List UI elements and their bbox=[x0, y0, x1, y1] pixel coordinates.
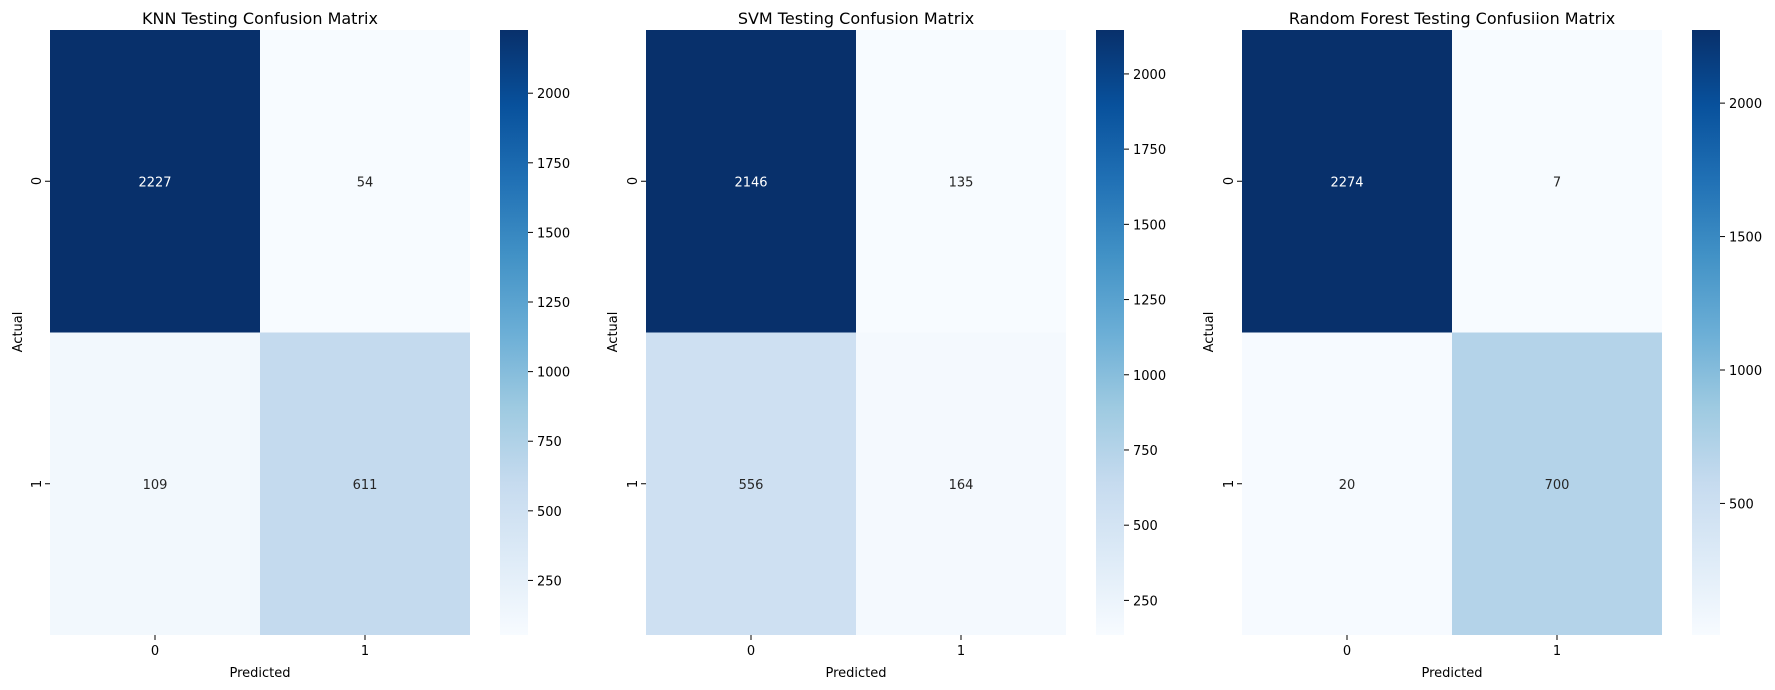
heatmap-panel-random-forest: Random Forest Testing Confusiion Matrix … bbox=[1202, 9, 1762, 681]
x-tick-label: 0 bbox=[151, 644, 159, 659]
heatmap-cell bbox=[50, 332, 260, 635]
x-tick-label: 1 bbox=[957, 644, 965, 659]
cell-value-label: 2146 bbox=[734, 175, 767, 190]
colorbar-tick-label: 2000 bbox=[1133, 68, 1166, 83]
heatmap-cell bbox=[1242, 30, 1452, 333]
heatmap-cell bbox=[856, 332, 1066, 635]
colorbar-tick-label: 1500 bbox=[537, 226, 570, 241]
heatmap-cell bbox=[646, 30, 856, 333]
y-tick-label: 0 bbox=[30, 177, 45, 185]
colorbar-tick-label: 1250 bbox=[537, 296, 570, 311]
y-tick-label: 1 bbox=[626, 480, 641, 488]
heatmap-panel-knn: KNN Testing Confusion Matrix Predicted A… bbox=[11, 9, 570, 681]
colorbar-tick-label: 2000 bbox=[1729, 97, 1762, 112]
colorbar-tick-label: 750 bbox=[1133, 444, 1158, 459]
colorbar-tick-label: 1000 bbox=[1133, 369, 1166, 384]
x-axis-label: Predicted bbox=[229, 666, 290, 681]
y-axis-label: Actual bbox=[1202, 312, 1217, 353]
colorbar-tick-label: 2000 bbox=[537, 87, 570, 102]
cell-value-label: 109 bbox=[143, 478, 168, 493]
heatmap-cell bbox=[1452, 30, 1662, 333]
colorbar-tick-label: 1250 bbox=[1133, 294, 1166, 309]
heatmap-cell bbox=[646, 332, 856, 635]
cell-value-label: 7 bbox=[1553, 175, 1561, 190]
panel-title: SVM Testing Confusion Matrix bbox=[738, 9, 974, 28]
heatmap-cell bbox=[50, 30, 260, 333]
colorbar bbox=[500, 30, 528, 635]
heatmap-cell bbox=[260, 332, 470, 635]
colorbar-tick-label: 500 bbox=[1729, 497, 1754, 512]
colorbar-tick-label: 1500 bbox=[1133, 218, 1166, 233]
cell-value-label: 556 bbox=[739, 478, 764, 493]
colorbar-tick-label: 750 bbox=[537, 435, 562, 450]
y-axis-label: Actual bbox=[606, 312, 621, 353]
heatmap-cell bbox=[1242, 332, 1452, 635]
cell-value-label: 135 bbox=[949, 175, 974, 190]
heatmap-cell bbox=[856, 30, 1066, 333]
cell-value-label: 611 bbox=[353, 478, 378, 493]
panel-title: Random Forest Testing Confusiion Matrix bbox=[1289, 9, 1615, 28]
colorbar-tick-label: 1750 bbox=[537, 157, 570, 172]
y-tick-label: 0 bbox=[1222, 177, 1237, 185]
colorbar-tick-label: 500 bbox=[537, 505, 562, 520]
colorbar-tick-label: 1000 bbox=[1729, 364, 1762, 379]
heatmap-panel-svm: SVM Testing Confusion Matrix Predicted A… bbox=[606, 9, 1166, 681]
y-axis-label: Actual bbox=[11, 312, 26, 353]
cell-value-label: 164 bbox=[949, 478, 974, 493]
x-tick-label: 0 bbox=[1343, 644, 1351, 659]
x-tick-label: 0 bbox=[747, 644, 755, 659]
colorbar-tick-label: 250 bbox=[537, 574, 562, 589]
colorbar bbox=[1096, 30, 1124, 635]
cell-value-label: 20 bbox=[1339, 478, 1356, 493]
x-tick-label: 1 bbox=[1553, 644, 1561, 659]
colorbar-tick-label: 1750 bbox=[1133, 143, 1166, 158]
cell-value-label: 2274 bbox=[1330, 175, 1363, 190]
colorbar-tick-label: 1500 bbox=[1729, 231, 1762, 246]
colorbar bbox=[1692, 30, 1720, 635]
x-tick-label: 1 bbox=[361, 644, 369, 659]
x-axis-label: Predicted bbox=[825, 666, 886, 681]
y-tick-label: 0 bbox=[626, 177, 641, 185]
heatmap-cell bbox=[260, 30, 470, 333]
cell-value-label: 54 bbox=[357, 175, 374, 190]
colorbar-tick-label: 500 bbox=[1133, 519, 1158, 534]
panel-title: KNN Testing Confusion Matrix bbox=[142, 9, 378, 28]
cell-value-label: 2227 bbox=[138, 175, 171, 190]
y-tick-label: 1 bbox=[30, 480, 45, 488]
cell-value-label: 700 bbox=[1545, 478, 1570, 493]
colorbar-tick-label: 1000 bbox=[537, 366, 570, 381]
colorbar-tick-label: 250 bbox=[1133, 594, 1158, 609]
y-tick-label: 1 bbox=[1222, 480, 1237, 488]
x-axis-label: Predicted bbox=[1421, 666, 1482, 681]
heatmap-cell bbox=[1452, 332, 1662, 635]
